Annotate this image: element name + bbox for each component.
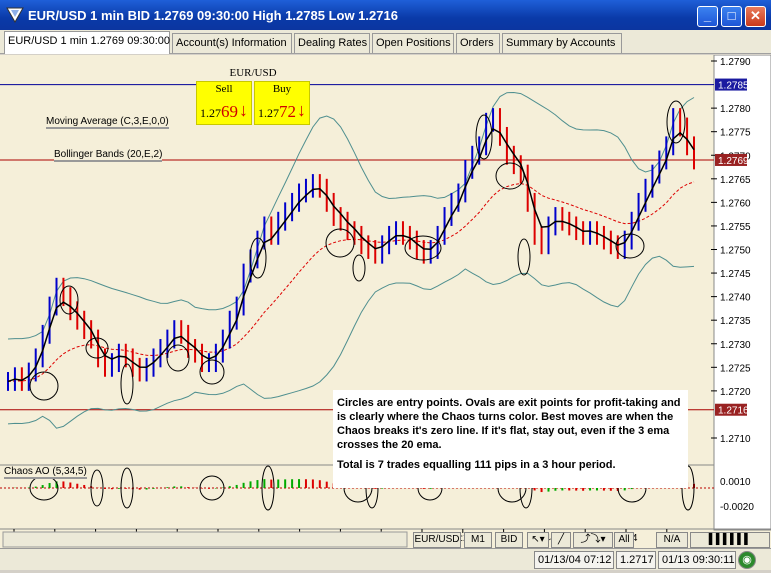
trade-marker-ellipse xyxy=(166,344,190,372)
chaos-ao-label[interactable]: Chaos AO (5,34,5) xyxy=(4,466,87,479)
side-button[interactable]: BID xyxy=(495,532,523,548)
trade-marker-ellipse xyxy=(517,238,531,276)
bollinger-upper-band xyxy=(7,91,695,340)
horizontal-scrollbar xyxy=(2,531,408,548)
price-tick-label: 1.2730 xyxy=(720,340,751,351)
trade-marker-ellipse xyxy=(404,235,442,261)
price-tick-label: 1.2780 xyxy=(720,104,751,115)
tab-orders[interactable]: Orders xyxy=(456,33,500,53)
ao-marker-ellipse xyxy=(199,475,225,501)
price-tick-label: 1.2755 xyxy=(720,222,751,233)
ao-marker-ellipse xyxy=(90,469,104,507)
cursor-tool-icon[interactable]: ↖▾ xyxy=(527,532,549,548)
sell-box[interactable]: Sell 1.2769 ↓ xyxy=(196,81,252,125)
moving-average-label[interactable]: Moving Average (C,3,E,0,0) xyxy=(46,116,169,129)
price-tick-label: 1.2735 xyxy=(720,316,751,327)
ao-tick-label: 0.0010 xyxy=(720,477,751,488)
trade-marker-ellipse xyxy=(59,285,79,315)
trade-marker-ellipse xyxy=(120,363,134,405)
bollinger-bands-label[interactable]: Bollinger Bands (20,E,2) xyxy=(54,149,163,162)
price-tick-label: 1.2765 xyxy=(720,175,751,186)
tab-summary-by-accounts[interactable]: Summary by Accounts xyxy=(502,33,622,53)
buy-box[interactable]: Buy 1.2772 ↓ xyxy=(254,81,310,125)
minimize-button[interactable]: _ xyxy=(697,6,718,27)
annotation-text: Circles are entry points. Ovals are exit… xyxy=(337,397,681,451)
price-tick-label: 1.2720 xyxy=(720,387,751,398)
ao-marker-ellipse xyxy=(120,467,134,509)
app-logo-icon xyxy=(6,7,24,23)
price-tick-label: 1.2745 xyxy=(720,269,751,280)
connection-status-icon: ◉ xyxy=(738,551,756,569)
plot-background xyxy=(0,55,714,570)
status-price: 1.2717 xyxy=(616,551,656,569)
trade-marker-ellipse xyxy=(29,371,59,401)
high-price-box xyxy=(715,78,747,91)
chart-area[interactable]: 1.27901.27801.27751.27701.27651.27601.27… xyxy=(0,54,771,570)
title-bar: EUR/USD 1 min BID 1.2769 09:30:00 High 1… xyxy=(0,0,771,30)
buy-pips: 72 xyxy=(279,102,296,121)
ao-marker-ellipse xyxy=(261,465,275,511)
line-tool-icon[interactable]: ╱ xyxy=(551,532,571,548)
price-axis-panel xyxy=(713,54,771,531)
zoom-scroll-icon[interactable]: ▌▌▌▌▌▌ xyxy=(690,532,770,548)
period-button[interactable]: M1 xyxy=(464,532,492,548)
price-tick-label: 1.2760 xyxy=(720,198,751,209)
buy-down-arrow-icon: ↓ xyxy=(297,100,306,120)
price-tick-label: 1.2790 xyxy=(720,57,751,68)
status-bar: 01/13/04 07:12 1.2717 01/13 09:30:11 ◉ xyxy=(0,548,771,570)
quote-symbol: EUR/USD xyxy=(229,67,277,79)
range-button[interactable]: All xyxy=(614,532,634,548)
maximize-button[interactable]: □ xyxy=(721,6,742,27)
price-tick-label: 1.2740 xyxy=(720,293,751,304)
price-chart[interactable]: 1.27901.27801.27751.27701.27651.27601.27… xyxy=(0,54,771,570)
na-button[interactable]: N/A xyxy=(656,532,688,548)
trade-marker-ellipse xyxy=(475,114,493,160)
tab-open-positions[interactable]: Open Positions xyxy=(372,33,454,53)
trade-marker-ellipse xyxy=(666,100,686,144)
quote-box: EUR/USD Sell 1.2769 ↓ Buy 1.2772 ↓ xyxy=(196,67,310,127)
trade-marker-ellipse xyxy=(199,359,225,385)
sell-pips: 69 xyxy=(221,102,238,121)
low-price-box-label: 1.2716 xyxy=(718,406,749,417)
tab-eurusd-chart[interactable]: EUR/USD 1 min 1.2769 09:30:00 xyxy=(4,31,170,54)
symbol-button[interactable]: EUR/USD xyxy=(413,532,461,548)
price-tick-label: 1.2750 xyxy=(720,246,751,257)
trade-marker-ellipse xyxy=(325,228,355,258)
ao-tick-label: -0.0020 xyxy=(720,502,754,513)
trade-marker-ellipse xyxy=(85,337,109,359)
annotation-total: Total is 7 trades equalling 111 pips in … xyxy=(337,459,616,471)
price-tick-label: 1.2710 xyxy=(720,434,751,445)
annotation-note: Circles are entry points. Ovals are exit… xyxy=(333,390,688,488)
trade-marker-ellipse xyxy=(495,162,525,190)
price-tick-label: 1.2775 xyxy=(720,128,751,139)
moving-average-line xyxy=(7,128,695,383)
price-tick-label: 1.2725 xyxy=(720,363,751,374)
tab-bar: EUR/USD 1 min 1.2769 09:30:00 Account(s)… xyxy=(0,30,771,54)
sell-label: Sell xyxy=(215,83,233,95)
bollinger-mid-band xyxy=(7,181,695,382)
high-price-box-label: 1.2785 xyxy=(718,81,749,92)
window-title: EUR/USD 1 min BID 1.2769 09:30:00 High 1… xyxy=(28,8,398,23)
status-datetime-server: 01/13 09:30:11 xyxy=(658,551,736,569)
sell-down-arrow-icon: ↓ xyxy=(239,100,248,120)
buy-label: Buy xyxy=(272,83,292,95)
current-price-box xyxy=(715,153,747,166)
trade-marker-ellipse xyxy=(615,233,645,259)
ao-marker-ellipse xyxy=(681,465,695,511)
close-button[interactable]: ✕ xyxy=(745,6,766,27)
chart-tools-icon[interactable]: ⤴⤵▾ xyxy=(573,532,613,548)
trade-marker-ellipse xyxy=(352,254,366,282)
tab-dealing-rates[interactable]: Dealing Rates xyxy=(294,33,370,53)
low-price-box xyxy=(715,403,747,416)
sell-price: 1.2769 xyxy=(200,102,238,121)
status-datetime-cursor: 01/13/04 07:12 xyxy=(534,551,614,569)
tab-accounts-information[interactable]: Account(s) Information xyxy=(172,33,292,53)
trade-marker-ellipse xyxy=(249,237,267,279)
current-price-box-label: 1.2769 xyxy=(718,156,749,167)
bollinger-lower-band xyxy=(7,255,695,429)
buy-price: 1.2772 xyxy=(258,102,296,121)
